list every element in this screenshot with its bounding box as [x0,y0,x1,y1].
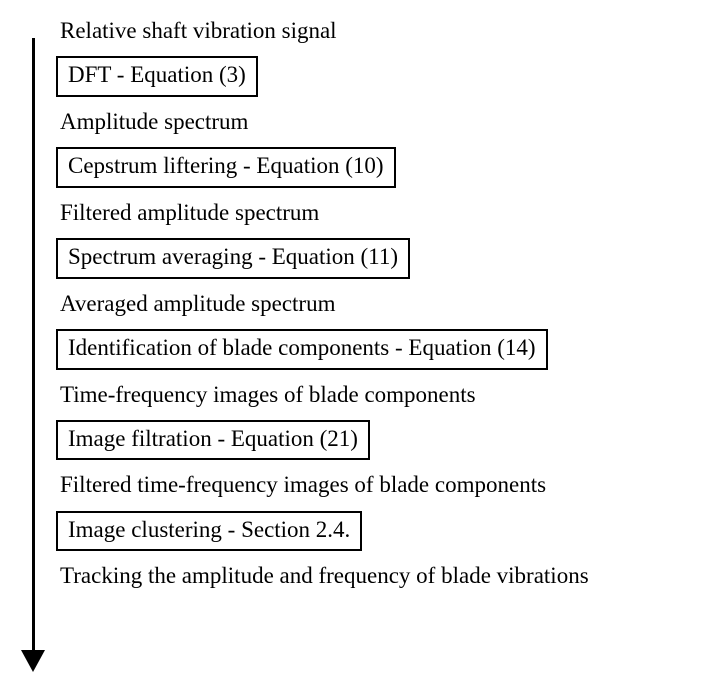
step-box: Image filtration - Equation (21) [56,420,370,460]
flow-arrow-head-icon [21,650,45,672]
step-box: DFT - Equation (3) [56,56,258,96]
step-box: Identification of blade components - Equ… [56,329,548,369]
step-text: Filtered time-frequency images of blade … [56,468,676,506]
flow-arrow-shaft [32,38,35,656]
flow-diagram: Relative shaft vibration signal DFT - Eq… [0,0,701,685]
step-text: Tracking the amplitude and frequency of … [56,559,676,597]
step-box: Image clustering - Section 2.4. [56,511,362,551]
step-text: Relative shaft vibration signal [56,14,676,52]
step-box: Spectrum averaging - Equation (11) [56,238,410,278]
step-text: Amplitude spectrum [56,105,676,143]
flow-steps: Relative shaft vibration signal DFT - Eq… [56,14,676,598]
step-text: Averaged amplitude spectrum [56,287,676,325]
step-box: Cepstrum liftering - Equation (10) [56,147,396,187]
step-text: Time-frequency images of blade component… [56,378,676,416]
step-text: Filtered amplitude spectrum [56,196,676,234]
